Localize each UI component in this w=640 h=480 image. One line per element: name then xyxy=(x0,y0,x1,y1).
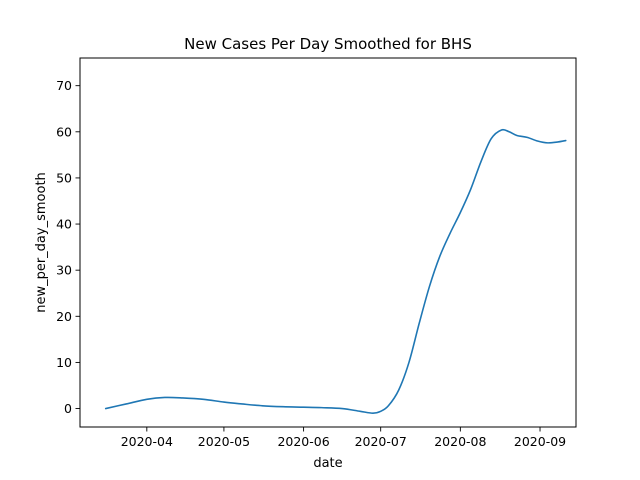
x-tick-label: 2020-09 xyxy=(514,434,566,449)
x-tick-label: 2020-06 xyxy=(277,434,329,449)
x-tick-label: 2020-05 xyxy=(198,434,250,449)
plot-area xyxy=(104,128,567,414)
series-line-0 xyxy=(104,128,567,414)
y-tick-label: 0 xyxy=(64,401,72,416)
y-tick-label: 50 xyxy=(56,170,72,185)
x-tick-label: 2020-04 xyxy=(121,434,173,449)
y-axis-title: new_per_day_smooth xyxy=(34,172,49,313)
y-tick-label: 60 xyxy=(56,124,72,139)
y-tick-label: 20 xyxy=(56,309,72,324)
x-axis-title: date xyxy=(313,456,342,471)
y-tick-label: 70 xyxy=(56,78,72,93)
x-tick-label: 2020-08 xyxy=(434,434,486,449)
y-axis-ticks: 0 10 20 30 40 50 60 70 xyxy=(56,78,80,416)
x-axis-ticks: 2020-04 2020-05 2020-06 2020-07 2020-08 2020-… xyxy=(121,427,566,449)
y-tick-label: 10 xyxy=(56,355,72,370)
plot-frame xyxy=(79,57,577,428)
x-tick-label: 2020-07 xyxy=(355,434,407,449)
chart-title: New Cases Per Day Smoothed for BHS xyxy=(184,35,472,53)
y-tick-label: 30 xyxy=(56,263,72,278)
y-tick-label: 40 xyxy=(56,217,72,232)
